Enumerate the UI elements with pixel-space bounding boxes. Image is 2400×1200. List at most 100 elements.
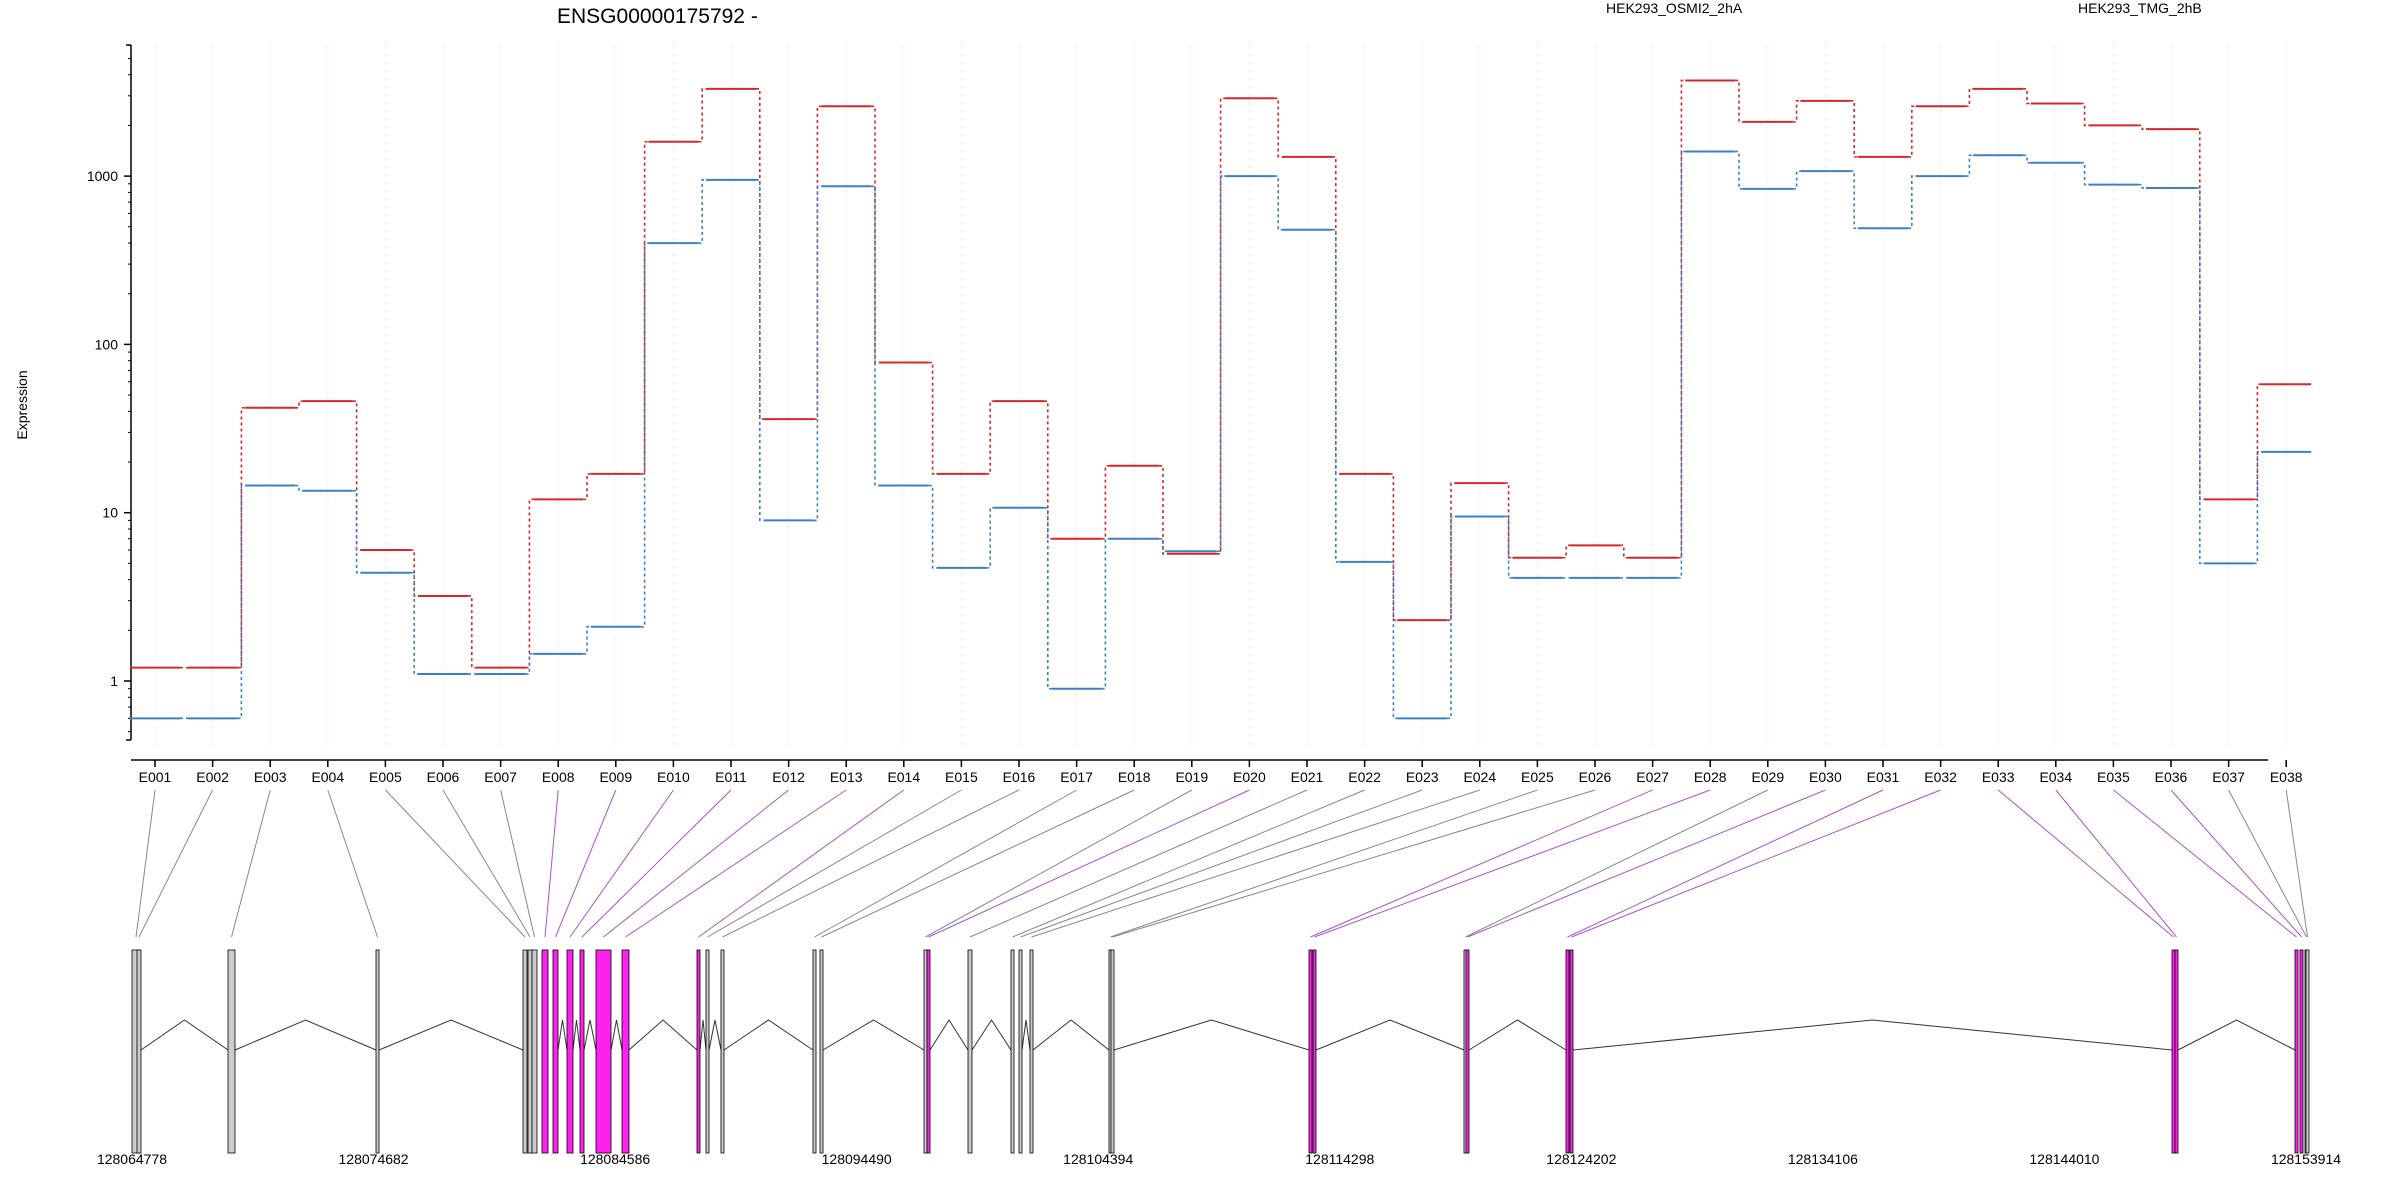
y-axis: 1 10 100 1000	[87, 44, 132, 741]
series-0-step-E031	[1908, 105, 1916, 158]
series-1-step-E003	[295, 484, 303, 492]
connector-E015	[707, 789, 962, 938]
connector-E018	[821, 789, 1135, 938]
series-0-step-E017	[1101, 464, 1110, 540]
x-tick-label-E025: E025	[1521, 769, 1554, 785]
series-0-step-E032	[1965, 88, 1974, 108]
intron-E003	[234, 1019, 377, 1051]
series-0-step-E022	[1389, 473, 1398, 621]
series-1-step-E037	[2253, 451, 2262, 565]
x-tick-label-E015: E015	[945, 769, 978, 785]
legend-entry-tmg: HEK293_TMG_2hB	[2078, 0, 2202, 16]
exon-E016	[720, 949, 725, 1154]
connector-E017	[814, 789, 1077, 938]
x-tick-label-E030: E030	[1809, 769, 1842, 785]
connector-E011	[581, 789, 732, 938]
connector-E003	[231, 789, 271, 938]
x-tick-label-E007: E007	[484, 769, 517, 785]
exon-E011	[579, 949, 585, 1154]
intron-E014	[699, 1019, 707, 1051]
series-0-step-E034	[2080, 102, 2089, 127]
connector-E020	[928, 789, 1250, 938]
connector-E036	[2170, 789, 2302, 938]
x-tick-label-E019: E019	[1175, 769, 1208, 785]
series-0-step-E020	[1274, 97, 1282, 158]
x-tick-label-E035: E035	[2097, 769, 2130, 785]
series-0-step-E003	[295, 400, 303, 409]
series-1-step-E028	[1735, 150, 1743, 190]
series-0-step-E028	[1735, 79, 1743, 123]
series-0-step-E005	[410, 549, 418, 597]
exon-E023	[1018, 949, 1023, 1154]
series-0-step-E033	[2023, 88, 2031, 105]
x-tick-label-E009: E009	[599, 769, 632, 785]
y-tick-label-100: 100	[95, 336, 119, 352]
x-tick-label-E033: E033	[1982, 769, 2015, 785]
exon-E035	[2294, 949, 2299, 1154]
exon-E028	[1312, 949, 1317, 1154]
intron-E028	[1315, 1019, 1465, 1051]
exon-E034	[2174, 949, 2179, 1154]
series-1-step-E009	[640, 242, 649, 628]
x-tick-label-E005: E005	[369, 769, 402, 785]
connector-E030	[1467, 789, 1826, 938]
series-0-step-E030	[1850, 100, 1858, 158]
connector-E022	[1012, 789, 1365, 938]
exon-E019	[923, 949, 928, 1154]
genome-tick-128064778: 128064778	[97, 1151, 167, 1167]
exon-E002	[136, 949, 142, 1154]
series-0-step-E035	[2138, 124, 2146, 130]
x-tick-label-E023: E023	[1406, 769, 1439, 785]
x-tick-label-E010: E010	[657, 769, 690, 785]
connector-E038	[2285, 789, 2308, 938]
connector-E001	[135, 789, 156, 938]
x-tick-label-E001: E001	[139, 769, 172, 785]
series-1-step-E023	[1447, 515, 1455, 720]
series-1-step-E031	[1908, 175, 1916, 230]
connector-E012	[603, 789, 789, 938]
x-tick-label-E024: E024	[1463, 769, 1496, 785]
intron-E016	[723, 1019, 814, 1051]
series-0-step-E026	[1620, 544, 1628, 559]
exon-E009	[552, 949, 559, 1154]
series-1-step-E029	[1792, 170, 1801, 190]
series-1-step-E012	[813, 185, 822, 522]
x-tick-label-E028: E028	[1694, 769, 1727, 785]
connector-E013	[625, 789, 847, 938]
genome-tick-128144010: 128144010	[2029, 1151, 2099, 1167]
exon-E015	[705, 949, 710, 1154]
x-tick-label-E032: E032	[1924, 769, 1957, 785]
legend-entry-osmi2: HEK293_OSMI2_2hA	[1606, 0, 1743, 16]
genome-coordinate-axis: 128064778 128074682 128084586 128094490 1281…	[97, 1151, 2341, 1167]
x-tick-label-E029: E029	[1751, 769, 1784, 785]
y-axis-label: Expression	[14, 370, 30, 439]
series-0-step-E006	[468, 595, 476, 669]
intron-E034	[2177, 1019, 2296, 1051]
y-tick-label-1: 1	[110, 673, 118, 689]
exon-E012	[595, 949, 612, 1154]
intron-E021	[971, 1019, 1012, 1051]
connector-E002	[138, 789, 214, 938]
exon-E008	[541, 949, 549, 1154]
connector-E028	[1314, 789, 1711, 938]
series-1-step-E017	[1101, 537, 1110, 690]
exon-connectors	[135, 789, 2308, 938]
series-1-step-E016	[1044, 506, 1052, 690]
x-tick-label-E037: E037	[2212, 769, 2245, 785]
series-1-step-E019	[1216, 175, 1225, 553]
series-0-step-E024	[1504, 482, 1513, 559]
connector-E024	[1031, 789, 1480, 938]
series-1-step-E007	[525, 653, 534, 675]
connector-E037	[2228, 789, 2307, 938]
intron-E012	[610, 1019, 623, 1051]
connector-E023	[1020, 789, 1423, 938]
exon-E024	[1029, 949, 1034, 1154]
series-1-step-E015	[986, 506, 994, 569]
x-tick-label-E002: E002	[196, 769, 229, 785]
exon-E038	[2305, 949, 2310, 1154]
x-tick-label-E012: E012	[772, 769, 805, 785]
series-1-step-E035	[2138, 183, 2146, 189]
connector-E004	[327, 789, 378, 938]
connector-E029	[1465, 789, 1769, 938]
